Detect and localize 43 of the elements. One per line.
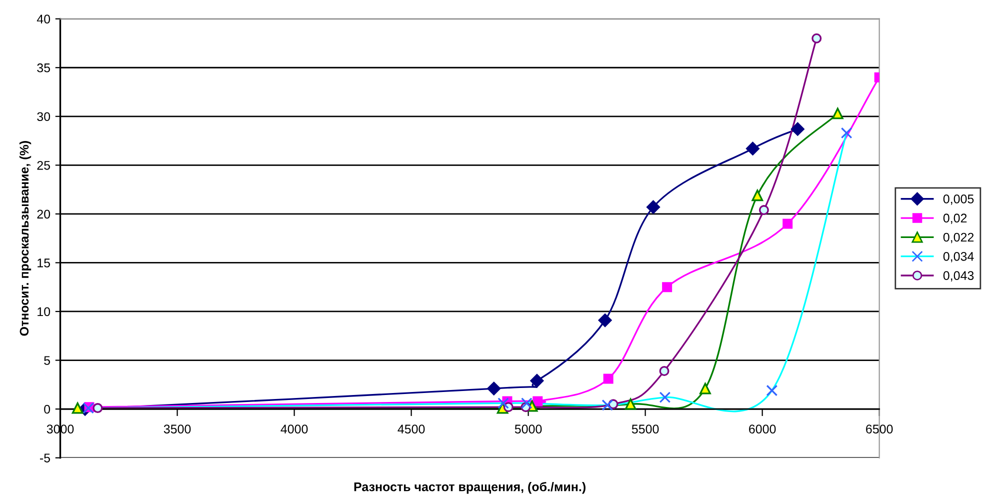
x-tick-label: 6500 [866, 424, 893, 434]
point [646, 200, 660, 214]
point [92, 403, 103, 414]
x-tick-label: 4500 [398, 424, 425, 434]
y-tick-label: 25 [37, 160, 50, 170]
legend-label: 0,005 [943, 194, 974, 205]
legend-label: 0,043 [943, 271, 974, 282]
x-tick-label: 4000 [280, 424, 308, 434]
point [782, 218, 793, 229]
point [832, 108, 844, 120]
y-tick-label: 35 [37, 63, 50, 72]
point [700, 382, 711, 394]
legend-label: 0,02 [943, 214, 967, 224]
point [752, 190, 764, 202]
y-axis-title: Относит. проскальзывание, (%) [19, 141, 32, 336]
point [532, 396, 543, 406]
point [758, 205, 769, 216]
point [659, 366, 670, 376]
point [624, 398, 636, 410]
point [662, 282, 672, 292]
y-tick-label: 10 [38, 307, 50, 316]
point [72, 402, 84, 414]
x-tick-label: 6000 [749, 424, 776, 434]
point [530, 374, 544, 388]
y-tick-label: 15 [38, 258, 50, 268]
point [598, 314, 612, 327]
point [812, 33, 822, 44]
y-tick-label: 30 [37, 112, 50, 122]
y-tick-label: 5 [44, 356, 50, 365]
point [603, 374, 614, 384]
y-tick-label: -5 [40, 454, 50, 462]
point [487, 382, 501, 396]
legend-label: 0,034 [943, 252, 974, 262]
x-tick-label: 5500 [632, 424, 659, 434]
legend-label: 0,022 [943, 232, 974, 244]
x-tick-label: 3500 [164, 424, 191, 434]
y-tick-label: 20 [37, 210, 50, 219]
point [790, 122, 804, 136]
y-tick-label: 40 [36, 14, 50, 24]
x-tick-label: 5000 [514, 424, 542, 434]
y-tick-label: 0 [44, 404, 50, 414]
x-axis-title: Разность частот вращения, (об./мин.) [354, 482, 586, 494]
point [746, 142, 760, 156]
